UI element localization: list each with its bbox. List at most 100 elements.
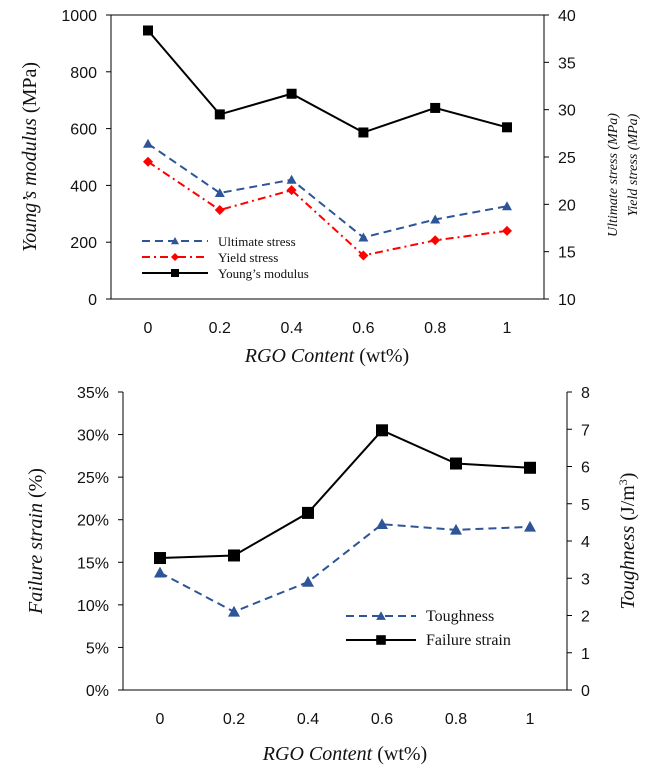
- top-y-axis-title: Young’s modulus (MPa): [19, 62, 41, 252]
- left-tick-label: 1000: [61, 8, 97, 25]
- chart-bottom: 0% 5% 10% 15% 20% 25% 30% 35% 0 1 2 3 4 5 6 7 8 0 0.2 0.4…: [25, 385, 639, 765]
- legend-label: Young’s modulus: [218, 266, 309, 281]
- top-right-axis-ticks: 10 15 20 25 30 35 40: [544, 8, 576, 309]
- x-tick-label: 0.8: [424, 320, 446, 337]
- data-point: [143, 25, 153, 36]
- right-tick-label: 30: [558, 103, 576, 120]
- data-point: [214, 205, 225, 216]
- bottom-series-group: [154, 424, 536, 617]
- bottom-x-axis-title: RGO Content (wt%): [262, 743, 427, 765]
- right-tick-label: 0: [581, 683, 590, 700]
- left-tick-label: 15%: [77, 555, 109, 572]
- data-point: [228, 605, 240, 617]
- top-y2-axis-title-1: Ultimate stress (MPa): [606, 113, 621, 237]
- data-point: [430, 235, 441, 246]
- data-point: [450, 457, 462, 470]
- legend-marker: [171, 253, 179, 261]
- series-line: [147, 160, 508, 257]
- bottom-right-axis-ticks: 0 1 2 3 4 5 6 7 8: [567, 385, 590, 700]
- left-tick-label: 200: [70, 235, 97, 252]
- series-line: [147, 142, 508, 239]
- legend-label: Yield stress: [218, 250, 278, 265]
- right-tick-label: 20: [558, 197, 576, 214]
- left-tick-label: 0: [88, 292, 97, 309]
- x-tick-label: 0: [144, 320, 153, 337]
- bottom-y-axis-title: Failure strain (%): [25, 468, 47, 615]
- data-point: [502, 225, 512, 236]
- right-tick-label: 3: [581, 571, 590, 588]
- data-point: [302, 506, 314, 519]
- data-point: [358, 232, 369, 242]
- right-tick-label: 10: [558, 292, 576, 309]
- x-tick-label: 0.4: [297, 711, 319, 728]
- left-tick-label: 5%: [86, 640, 109, 657]
- data-point: [524, 461, 536, 474]
- data-point: [358, 250, 369, 261]
- chart-top: 0 200 400 600 800 1000 10 15 20 25 30 35 40 0 0.2 0.4…: [19, 8, 641, 367]
- left-tick-label: 25%: [77, 470, 109, 487]
- series-line: [147, 29, 508, 134]
- legend-marker: [171, 269, 179, 277]
- top-x-axis-ticks: 0 0.2 0.4 0.6 0.8 1: [144, 320, 512, 337]
- data-point: [524, 520, 536, 532]
- series-line: [159, 429, 531, 560]
- legend-label: Failure strain: [426, 632, 511, 649]
- data-point: [358, 127, 369, 138]
- data-point: [502, 122, 512, 133]
- left-tick-label: 0%: [86, 683, 109, 700]
- x-tick-label: 0.8: [445, 711, 467, 728]
- right-tick-label: 40: [558, 8, 576, 25]
- data-point: [214, 109, 225, 120]
- right-tick-label: 6: [581, 460, 590, 477]
- right-tick-label: 8: [581, 385, 590, 402]
- data-point: [376, 424, 388, 437]
- data-point: [286, 88, 297, 99]
- data-point: [143, 156, 153, 167]
- right-tick-label: 5: [581, 497, 590, 514]
- right-tick-label: 4: [581, 534, 590, 551]
- x-tick-label: 1: [526, 711, 535, 728]
- left-tick-label: 20%: [77, 513, 109, 530]
- data-point: [143, 138, 153, 148]
- x-tick-label: 0.6: [352, 320, 374, 337]
- left-tick-label: 400: [70, 178, 97, 195]
- left-tick-label: 35%: [77, 385, 109, 402]
- x-tick-label: 0: [156, 711, 165, 728]
- legend-marker: [171, 237, 179, 245]
- x-tick-label: 0.6: [371, 711, 393, 728]
- legend-marker: [376, 635, 386, 645]
- x-tick-label: 0.2: [209, 320, 231, 337]
- x-tick-label: 0.4: [280, 320, 302, 337]
- top-y2-axis-title-2: Yield stress (MPa): [626, 113, 641, 216]
- bottom-x-axis-ticks: 0 0.2 0.4 0.6 0.8 1: [156, 711, 535, 728]
- data-point: [286, 185, 297, 196]
- left-tick-label: 600: [70, 122, 97, 139]
- right-tick-label: 15: [558, 245, 576, 262]
- top-series-group: [143, 25, 512, 261]
- right-tick-label: 2: [581, 609, 590, 626]
- data-point: [376, 518, 388, 530]
- top-x-axis-title: RGO Content (wt%): [244, 345, 409, 367]
- data-point: [430, 102, 441, 113]
- bottom-left-axis-ticks: 0% 5% 10% 15% 20% 25% 30% 35%: [77, 385, 123, 700]
- legend-marker: [376, 611, 386, 620]
- data-point: [430, 214, 441, 224]
- data-point: [154, 566, 166, 578]
- data-point: [214, 187, 225, 197]
- right-tick-label: 35: [558, 55, 576, 72]
- data-point: [502, 201, 512, 211]
- left-tick-label: 10%: [77, 598, 109, 615]
- legend-label: Ultimate stress: [218, 234, 296, 249]
- bottom-y2-axis-title: Toughness (J/m3): [616, 473, 639, 610]
- data-point: [154, 552, 166, 565]
- legend-label: Toughness: [426, 608, 494, 625]
- left-tick-label: 30%: [77, 428, 109, 445]
- right-tick-label: 7: [581, 422, 590, 439]
- data-point: [302, 575, 314, 587]
- data-point: [228, 549, 240, 562]
- right-tick-label: 1: [581, 646, 590, 663]
- x-tick-label: 1: [503, 320, 512, 337]
- left-tick-label: 800: [70, 65, 97, 82]
- data-point: [450, 523, 462, 535]
